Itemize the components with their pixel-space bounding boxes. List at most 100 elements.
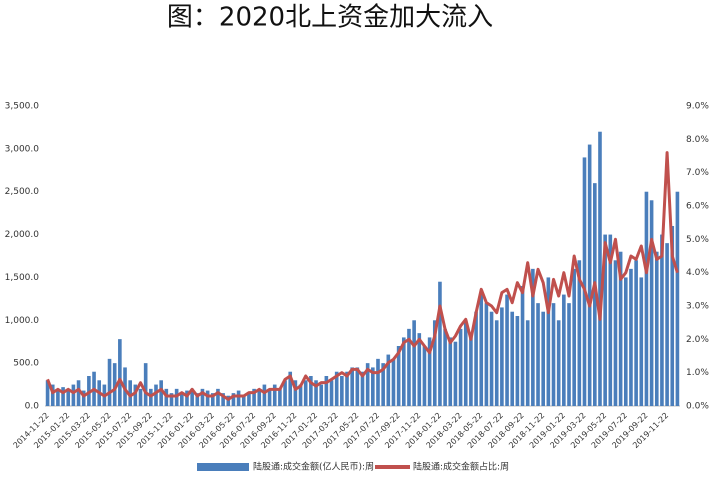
bar xyxy=(407,328,411,406)
bar xyxy=(76,380,81,406)
bar xyxy=(536,303,540,406)
y2-tick-label: 0.0% xyxy=(686,402,709,412)
bar xyxy=(200,388,205,406)
y2-tick-label: 5.0% xyxy=(686,235,709,245)
bar xyxy=(463,320,468,406)
line xyxy=(46,151,679,401)
bar xyxy=(360,371,365,406)
bar xyxy=(247,393,251,406)
bar xyxy=(427,337,432,406)
y-tick-label: 2,500.0 xyxy=(5,187,40,197)
bar xyxy=(448,337,453,406)
bar xyxy=(603,234,607,406)
chart-title: 图：2020北上资金加大流入 xyxy=(167,3,493,33)
bar xyxy=(649,200,654,406)
bar xyxy=(314,380,318,406)
bar xyxy=(623,277,628,406)
bar xyxy=(350,367,354,406)
bar xyxy=(412,320,416,406)
bar xyxy=(81,390,86,406)
bar xyxy=(329,380,334,406)
bar xyxy=(205,390,210,406)
bar xyxy=(593,183,597,406)
bar xyxy=(660,234,664,406)
bar xyxy=(71,384,76,406)
bar xyxy=(618,251,623,406)
bar xyxy=(288,371,293,406)
bar xyxy=(241,395,246,406)
bar xyxy=(45,380,50,406)
bar xyxy=(298,384,303,406)
bar xyxy=(216,388,220,406)
bar xyxy=(401,337,406,406)
bar xyxy=(221,393,225,406)
y2-tick-label: 1.0% xyxy=(686,368,709,378)
bar xyxy=(474,311,478,406)
y2-tick-label: 9.0% xyxy=(686,102,709,112)
y-tick-label: 3,000.0 xyxy=(5,144,40,154)
y-tick-label: 1,000.0 xyxy=(5,316,40,326)
bar xyxy=(319,384,324,406)
bar xyxy=(432,320,437,406)
y2-tick-label: 2.0% xyxy=(686,335,709,345)
bar xyxy=(138,388,143,406)
bar xyxy=(531,268,535,406)
legend-label: 陆股通:成交金额占比:周 xyxy=(413,461,509,473)
bar xyxy=(443,328,447,406)
bar xyxy=(500,307,504,406)
bar xyxy=(510,311,515,406)
bar xyxy=(613,260,618,406)
bar xyxy=(293,380,298,406)
bar xyxy=(479,294,484,406)
bar xyxy=(267,388,272,406)
bar xyxy=(567,303,571,406)
bar xyxy=(469,337,473,406)
bar xyxy=(396,346,401,406)
bar xyxy=(257,390,262,406)
bar xyxy=(303,380,308,406)
bar xyxy=(50,384,55,406)
bar xyxy=(283,380,287,406)
bar xyxy=(128,380,132,406)
bar xyxy=(334,371,339,406)
bar xyxy=(324,376,329,406)
bar xyxy=(438,281,442,406)
y2-tick-label: 6.0% xyxy=(686,202,709,212)
bar xyxy=(236,390,241,406)
bar xyxy=(262,384,267,406)
bar xyxy=(675,191,680,406)
y2-tick-label: 4.0% xyxy=(686,268,709,278)
bar xyxy=(546,277,551,406)
bar xyxy=(226,395,231,406)
bar xyxy=(629,268,633,406)
bar xyxy=(185,390,189,406)
bar xyxy=(644,191,649,406)
bar xyxy=(484,303,489,406)
y-tick-label: 500.0 xyxy=(13,359,39,369)
bar xyxy=(381,363,385,406)
y-tick-label: 1,500.0 xyxy=(5,273,40,283)
bar xyxy=(386,354,391,406)
bar xyxy=(505,294,509,406)
bar xyxy=(634,260,638,406)
y2-tick-label: 7.0% xyxy=(686,168,709,178)
bar xyxy=(371,367,375,406)
bar xyxy=(278,388,282,406)
bar xyxy=(598,131,602,406)
bar xyxy=(417,333,422,406)
bar xyxy=(169,393,174,406)
bar xyxy=(665,243,669,406)
y-tick-label: 0.0 xyxy=(25,402,40,412)
bar xyxy=(210,393,215,406)
bar xyxy=(107,358,112,406)
bar xyxy=(525,320,530,406)
bar xyxy=(118,339,122,406)
legend-label: 陆股通:成交金额(亿人民币):周 xyxy=(253,461,374,473)
bar xyxy=(143,363,148,406)
bar xyxy=(376,358,380,406)
bar xyxy=(670,226,675,406)
bar xyxy=(391,358,396,406)
bar xyxy=(112,363,117,406)
